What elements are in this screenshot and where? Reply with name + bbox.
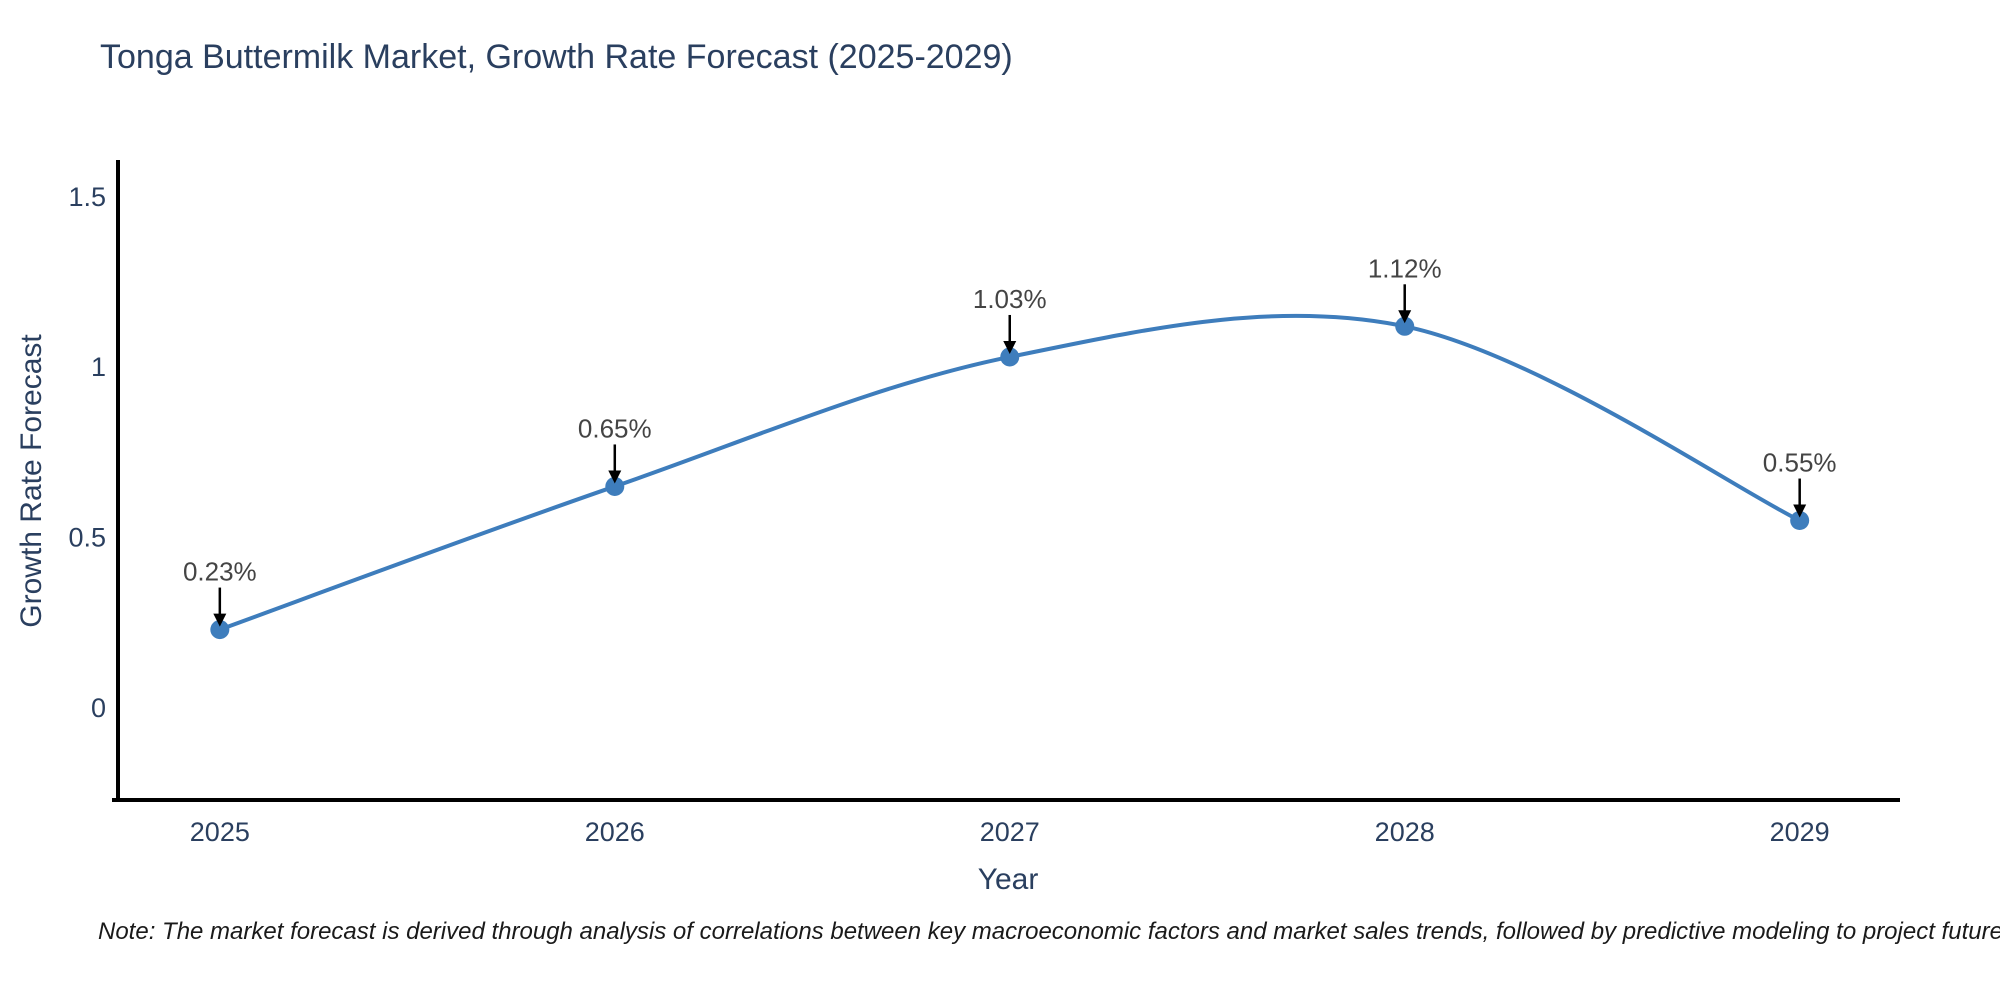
y-tick-label: 0.5 <box>68 523 106 553</box>
data-point-marker-2026 <box>605 476 625 496</box>
x-tick-label: 2029 <box>1770 817 1830 847</box>
data-point-marker-2025 <box>210 620 230 640</box>
x-tick-label: 2025 <box>190 817 250 847</box>
footnote: Note: The market forecast is derived thr… <box>98 918 2000 945</box>
annotation-label: 0.65% <box>578 413 652 443</box>
data-point-marker-2028 <box>1395 316 1415 336</box>
x-tick-label: 2028 <box>1375 817 1435 847</box>
x-tick-label: 2026 <box>585 817 645 847</box>
annotation-arrow-head <box>608 470 622 484</box>
annotation-label: 0.55% <box>1763 448 1837 478</box>
y-tick-label: 0 <box>91 693 106 723</box>
annotation-arrow-head <box>1398 310 1412 324</box>
annotation-arrow-head <box>1003 340 1017 354</box>
y-tick-label: 1 <box>91 352 106 382</box>
x-tick-label: 2027 <box>980 817 1040 847</box>
chart-title: Tonga Buttermilk Market, Growth Rate For… <box>100 38 1013 76</box>
annotation-label: 1.12% <box>1368 253 1442 283</box>
y-tick-label: 1.5 <box>68 182 106 212</box>
annotation-arrow-head <box>213 613 227 627</box>
x-axis-title: Year <box>977 863 1039 896</box>
data-point-marker-2029 <box>1790 511 1810 531</box>
annotation-arrow-head <box>1793 504 1807 518</box>
data-point-marker-2027 <box>1000 347 1020 367</box>
y-axis-title: Growth Rate Forecast <box>15 334 48 628</box>
annotation-label: 1.03% <box>973 284 1047 314</box>
annotation-label: 0.23% <box>183 557 257 587</box>
